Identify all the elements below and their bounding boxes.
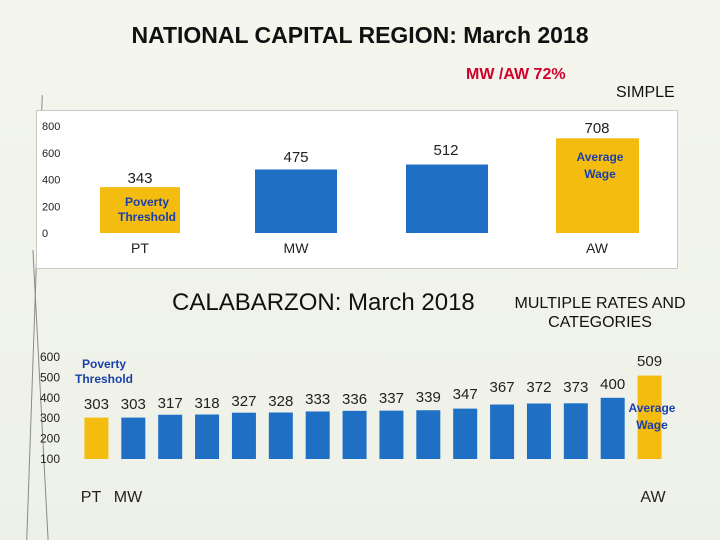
y-tick-label: 800: [42, 121, 60, 133]
y-tick-label: 600: [42, 148, 60, 160]
y-tick-label: 100: [40, 452, 60, 466]
category-label: PT: [81, 489, 102, 506]
bar: [453, 408, 478, 459]
data-label: 337: [379, 390, 404, 407]
bar: [637, 375, 662, 459]
bar: [600, 397, 625, 459]
data-label: 333: [305, 391, 330, 408]
bar: [231, 412, 256, 459]
bar: [100, 187, 180, 233]
bar: [563, 403, 588, 459]
data-label: 318: [195, 395, 220, 412]
bar: [379, 410, 404, 459]
data-label: 367: [490, 379, 515, 396]
poverty-threshold-label: Poverty Threshold: [118, 195, 176, 224]
bar: [490, 404, 515, 459]
category-label: AW: [640, 489, 666, 506]
bar: [158, 414, 183, 459]
data-label: 317: [158, 395, 183, 412]
calabarzon-title: CALABARZON: March 2018: [172, 289, 475, 316]
y-tick-label: 400: [40, 391, 60, 405]
data-label: 475: [283, 149, 308, 166]
y-tick-label: 500: [40, 370, 60, 384]
bar: [305, 411, 330, 459]
bar: [342, 410, 367, 459]
data-label: 336: [342, 391, 367, 408]
data-label: 509: [637, 353, 662, 370]
category-label: PT: [131, 240, 149, 256]
page-title: NATIONAL CAPITAL REGION: March 2018: [131, 22, 589, 48]
data-label: 373: [563, 379, 588, 396]
bar: [84, 417, 109, 459]
y-tick-label: 0: [42, 228, 48, 240]
bar: [195, 414, 220, 459]
bar: [416, 410, 441, 459]
y-tick-label: 600: [40, 350, 60, 364]
average-wage-label: Average Wage: [629, 401, 676, 432]
data-label: 303: [121, 396, 146, 413]
category-label: MW: [114, 489, 143, 506]
poverty-threshold-label: Poverty Threshold: [75, 357, 133, 386]
data-label: 708: [584, 120, 609, 137]
data-label: 327: [231, 393, 256, 410]
bar: [526, 403, 551, 459]
data-label: 303: [84, 396, 109, 413]
multiple-rates-label: MULTIPLE RATES AND CATEGORIES: [514, 295, 686, 331]
y-tick-label: 200: [42, 201, 60, 213]
average-wage-label: Average Wage: [577, 150, 624, 181]
data-label: 512: [433, 142, 458, 159]
data-label: 328: [268, 393, 293, 410]
bar: [121, 417, 146, 459]
ratio-label: MW /AW 72%: [466, 66, 566, 83]
data-label: 343: [127, 170, 152, 187]
y-tick-label: 200: [40, 432, 60, 446]
data-label: 400: [600, 376, 625, 393]
data-label: 347: [453, 386, 478, 403]
y-tick-label: 300: [40, 411, 60, 425]
data-label: 339: [416, 389, 441, 406]
bar: [556, 138, 639, 233]
bar: [406, 164, 488, 233]
category-label: MW: [284, 240, 310, 256]
bar: [268, 412, 293, 459]
data-label: 372: [526, 379, 551, 396]
y-tick-label: 400: [42, 175, 60, 187]
bar: [255, 169, 337, 233]
category-label: AW: [586, 240, 609, 256]
simple-label: SIMPLE: [616, 84, 675, 101]
